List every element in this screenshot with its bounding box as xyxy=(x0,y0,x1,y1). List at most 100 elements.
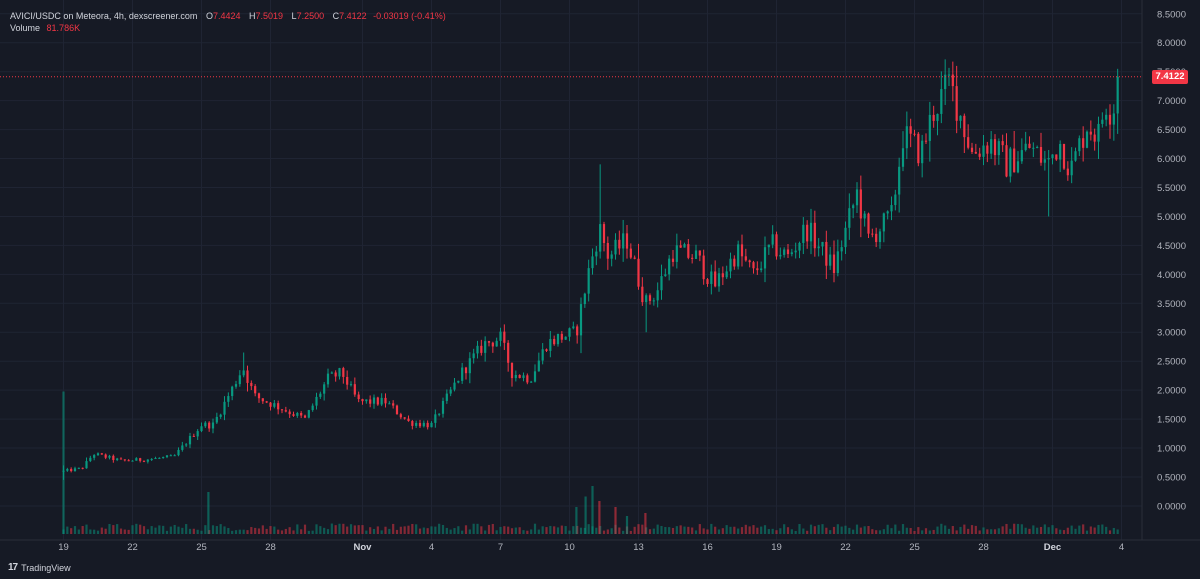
volume-bar xyxy=(1082,524,1085,534)
price-tick-label: 1.0000 xyxy=(1157,444,1186,455)
candle-body xyxy=(725,271,728,278)
volume-bar xyxy=(679,525,682,534)
candle-body xyxy=(303,415,307,418)
volume-bar xyxy=(783,524,786,534)
candle-body xyxy=(188,435,192,445)
volume-bar xyxy=(173,524,176,534)
volume-bar xyxy=(142,526,146,534)
candle-body xyxy=(783,249,786,255)
volume-bar xyxy=(231,530,234,534)
volume-bar xyxy=(786,527,790,534)
volume-bar xyxy=(480,526,483,534)
candle-body xyxy=(545,349,548,351)
volume-bar xyxy=(660,525,663,534)
volume-bar xyxy=(510,528,514,534)
volume-bar xyxy=(706,529,709,534)
candle-body xyxy=(928,114,931,141)
volume-bar xyxy=(798,524,801,534)
candle-body xyxy=(875,233,878,243)
volume-bar xyxy=(978,530,981,534)
candle-body xyxy=(967,137,970,148)
candle-body xyxy=(591,256,594,269)
candle-body xyxy=(687,244,690,258)
candle-body xyxy=(204,422,207,427)
volume-bar xyxy=(135,523,138,534)
candle-body xyxy=(62,470,65,472)
candle-body xyxy=(652,300,655,302)
tradingview-logo-icon: 17 xyxy=(8,562,18,573)
candle-body xyxy=(844,227,847,248)
time-tick-label: 19 xyxy=(771,542,782,553)
candle-body xyxy=(610,254,613,259)
volume-bar xyxy=(687,526,690,534)
candle-body xyxy=(710,271,713,284)
candle-body xyxy=(717,273,721,287)
candle-body xyxy=(372,397,376,404)
candle-body xyxy=(484,341,487,353)
volume-bar xyxy=(495,530,498,534)
volume-bar xyxy=(265,528,268,534)
price-tick-label: 2.5000 xyxy=(1157,357,1186,368)
candle-body xyxy=(518,375,521,378)
volume-bar xyxy=(533,523,537,534)
candle-body xyxy=(150,458,153,460)
open-label: O xyxy=(205,11,213,21)
candle-body xyxy=(641,286,644,303)
volume-bar xyxy=(744,524,747,534)
volume-bar xyxy=(691,527,694,534)
volume-bar xyxy=(940,523,943,534)
volume-bar xyxy=(622,530,625,534)
candle-body xyxy=(978,153,981,157)
volume-label[interactable]: Volume xyxy=(10,23,41,33)
candle-body xyxy=(108,455,111,458)
candle-body xyxy=(767,244,770,248)
candle-body xyxy=(277,403,280,410)
candle-body xyxy=(365,399,368,402)
volume-bar xyxy=(522,530,525,534)
volume-bar xyxy=(514,527,517,534)
time-axis[interactable]: 19 22 25 28 Nov 4 7 10 13 16 19 22 25 28 Dec 4 xyxy=(58,542,1124,553)
candle-body xyxy=(656,290,659,301)
candle-body xyxy=(564,336,567,340)
candle-body xyxy=(231,386,234,397)
volume-bar xyxy=(537,529,540,534)
volume-bar xyxy=(165,530,169,534)
price-tick-label: 0.5000 xyxy=(1157,472,1186,483)
volume-bar xyxy=(882,529,885,534)
candle-body xyxy=(250,382,253,387)
candle-body xyxy=(330,372,333,374)
volume-bar xyxy=(1051,525,1054,534)
candle-body xyxy=(614,239,617,255)
candle-body xyxy=(645,295,648,303)
candle-body xyxy=(905,126,908,149)
volume-bar xyxy=(1013,523,1016,534)
candle-body xyxy=(93,455,96,458)
candle-body xyxy=(625,233,629,249)
symbol-title[interactable]: AVICI/USDC on Meteora, 4h, dexscreener.c… xyxy=(10,11,198,21)
candle-body xyxy=(434,414,437,423)
volume-bar xyxy=(560,525,563,534)
candle-body xyxy=(990,139,993,154)
brand-watermark[interactable]: 17 TradingView xyxy=(8,562,71,573)
volume-bar xyxy=(813,526,816,534)
volume-bar xyxy=(418,528,422,534)
volume-bar xyxy=(476,523,479,534)
candle-body xyxy=(1005,145,1008,177)
volume-bar xyxy=(1028,528,1031,534)
volume-bar xyxy=(993,529,997,534)
candle-body xyxy=(468,358,471,374)
candle-body xyxy=(629,248,632,258)
volume-bar xyxy=(530,529,533,534)
volume-bar xyxy=(77,529,80,534)
brand-name: TradingView xyxy=(21,562,71,573)
volume-bar xyxy=(315,524,318,534)
volume-bar xyxy=(296,524,299,534)
volume-bar xyxy=(177,526,180,534)
volume-bar xyxy=(503,526,506,534)
volume-bar xyxy=(564,526,567,534)
low-label: L xyxy=(291,11,297,21)
time-tick-label: 22 xyxy=(840,542,851,553)
candle-body xyxy=(112,455,115,461)
